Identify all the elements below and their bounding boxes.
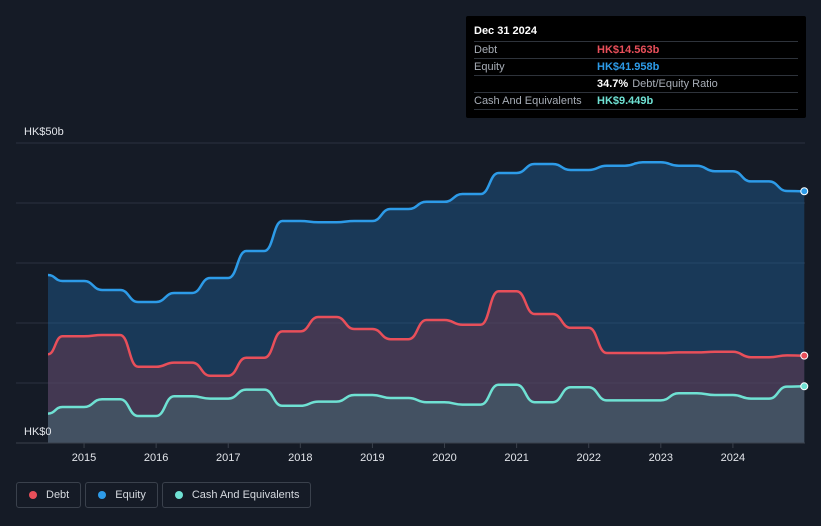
legend-dot-icon bbox=[29, 491, 37, 499]
chart-legend: Debt Equity Cash And Equivalents bbox=[16, 482, 312, 508]
legend-label: Equity bbox=[115, 489, 146, 501]
area-cash-and-equivalents bbox=[48, 384, 805, 443]
area-debt bbox=[48, 291, 805, 443]
area-equity bbox=[48, 162, 805, 443]
x-tick-label: 2024 bbox=[721, 452, 745, 464]
tooltip-row-debt: Debt HK$14.563b bbox=[474, 42, 798, 59]
tooltip-value: HK$14.563b bbox=[597, 44, 660, 56]
legend-label: Cash And Equivalents bbox=[191, 489, 300, 501]
x-tick-label: 2015 bbox=[72, 452, 96, 464]
end-marker-equity bbox=[800, 187, 809, 196]
line-debt bbox=[47, 289, 805, 378]
x-tick-label: 2017 bbox=[216, 452, 240, 464]
x-axis-ticks: 2015 2016 2017 2018 2019 2020 2021 2022 2023 2024 bbox=[72, 443, 745, 464]
tooltip-label bbox=[474, 76, 597, 92]
tooltip-value: HK$41.958b bbox=[597, 61, 660, 73]
x-tick-label: 2020 bbox=[432, 452, 456, 464]
x-tick-label: 2021 bbox=[504, 452, 528, 464]
x-tick-label: 2022 bbox=[576, 452, 600, 464]
series-areas bbox=[48, 162, 805, 443]
x-tick-label: 2019 bbox=[360, 452, 384, 464]
x-tick-label: 2018 bbox=[288, 452, 312, 464]
tooltip-row-equity: Equity HK$41.958b bbox=[474, 59, 798, 76]
legend-item-equity[interactable]: Equity bbox=[85, 482, 158, 508]
end-marker-debt bbox=[800, 351, 809, 360]
legend-item-cash[interactable]: Cash And Equivalents bbox=[161, 482, 312, 508]
tooltip-date: Dec 31 2024 bbox=[474, 24, 798, 42]
y-axis-top-label: HK$50b bbox=[24, 126, 64, 138]
y-axis-bottom-label: HK$0 bbox=[24, 426, 52, 438]
tooltip-row-ratio: 34.7% Debt/Equity Ratio bbox=[474, 76, 798, 93]
series-lines bbox=[47, 160, 805, 418]
tooltip-label: Cash And Equivalents bbox=[474, 95, 582, 107]
tooltip-label: Debt bbox=[474, 44, 498, 56]
tooltip-value: HK$9.449b bbox=[597, 95, 654, 107]
legend-dot-icon bbox=[174, 491, 183, 499]
end-marker-cash-and-equivalents bbox=[800, 382, 809, 391]
grid-lines bbox=[16, 142, 805, 384]
legend-item-debt[interactable]: Debt bbox=[16, 482, 82, 508]
plot-background bbox=[16, 143, 805, 443]
tooltip-label: Equity bbox=[474, 61, 505, 73]
tooltip-row-cash: Cash And Equivalents HK$9.449b bbox=[474, 93, 798, 110]
tooltip-note: Debt/Equity Ratio bbox=[632, 78, 718, 90]
legend-label: Debt bbox=[46, 489, 70, 501]
tooltip-value: 34.7% bbox=[597, 78, 629, 90]
legend-dot-icon bbox=[98, 491, 107, 499]
tooltip-panel: Dec 31 2024 Debt HK$14.563b Equity HK$41… bbox=[466, 16, 806, 118]
x-tick-label: 2023 bbox=[649, 452, 673, 464]
series-end-markers bbox=[800, 187, 809, 391]
x-tick-label: 2016 bbox=[144, 452, 168, 464]
line-cash-and-equivalents bbox=[47, 383, 805, 418]
line-equity bbox=[47, 160, 805, 304]
